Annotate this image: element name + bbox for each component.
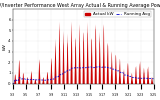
Y-axis label: kW: kW [3, 43, 7, 50]
Legend: Actual kW, Running Avg: Actual kW, Running Avg [84, 11, 152, 17]
Title: Solar PV/Inverter Performance West Array Actual & Running Average Power Output: Solar PV/Inverter Performance West Array… [0, 3, 160, 8]
